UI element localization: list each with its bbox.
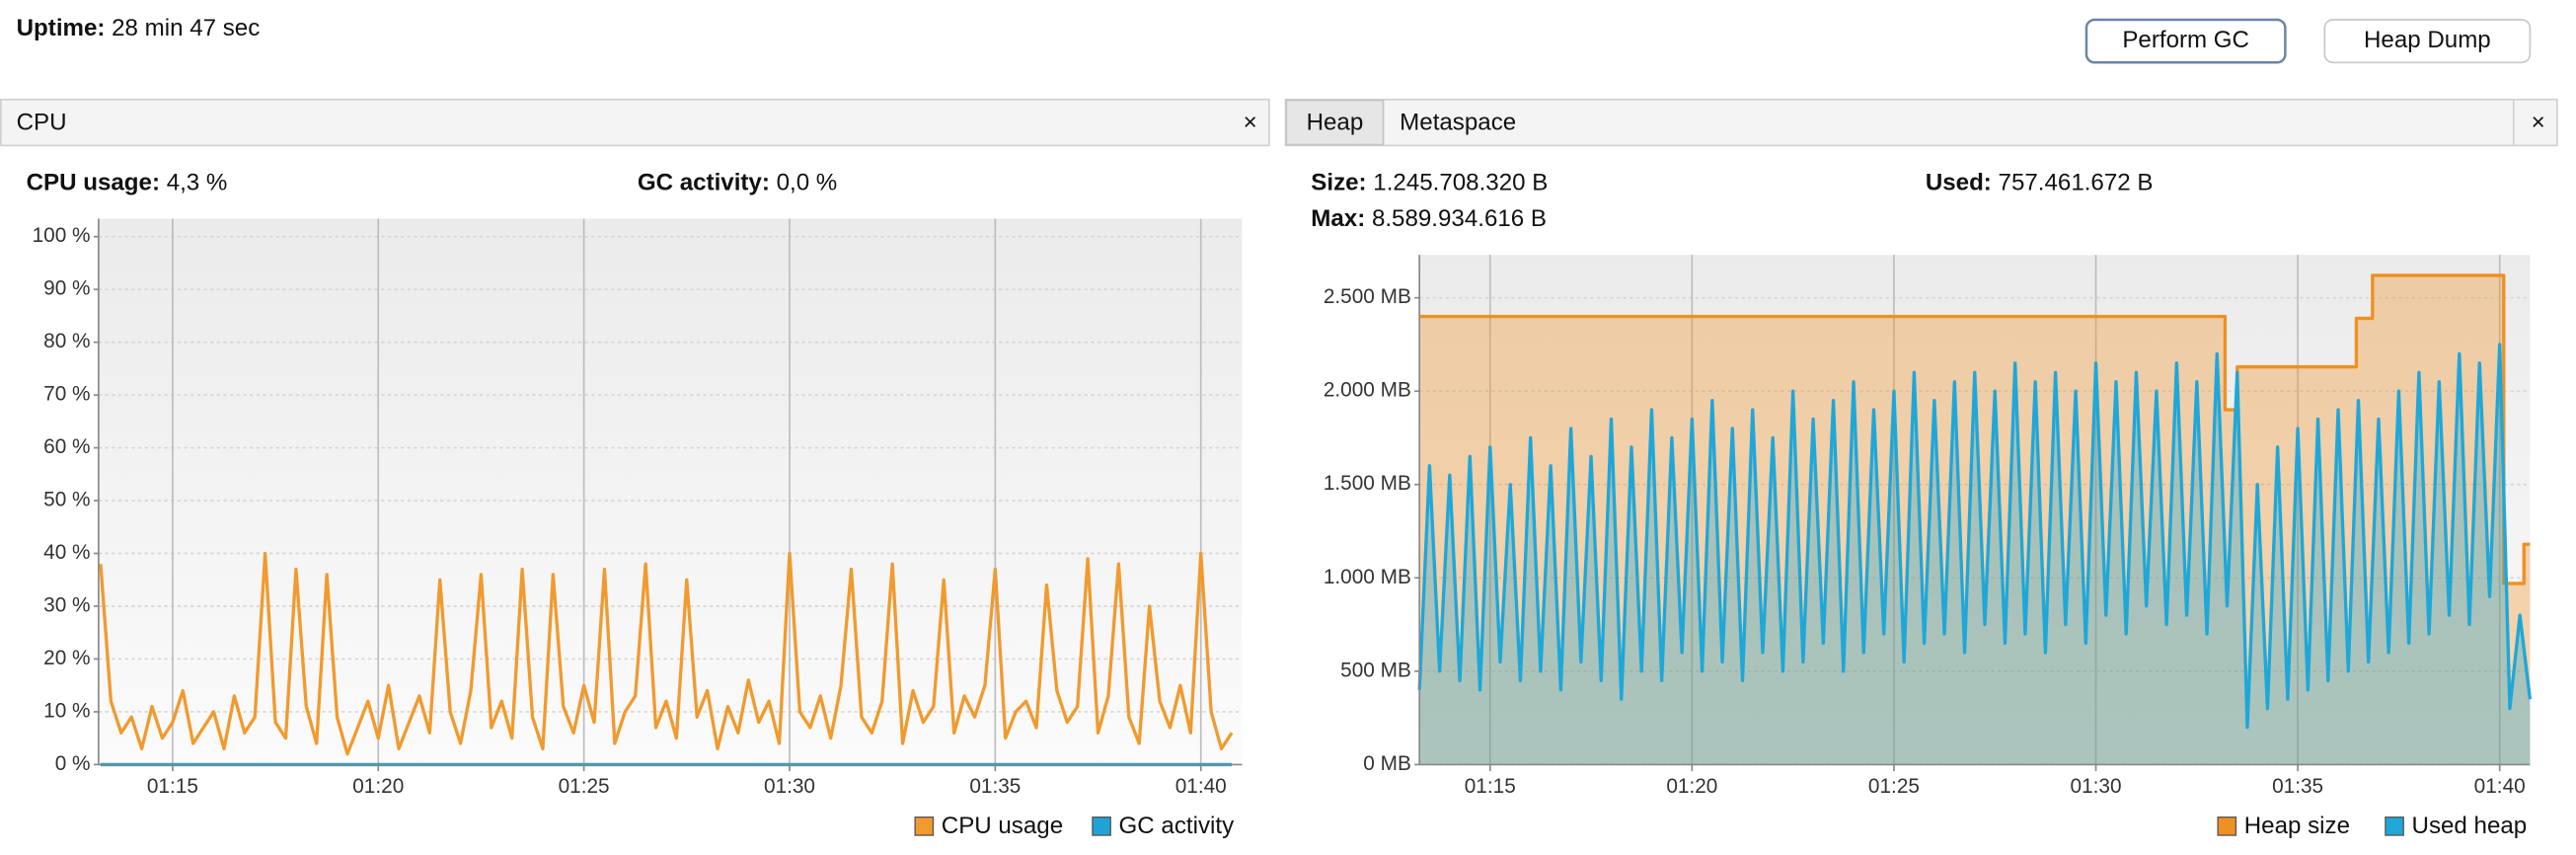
cpu-tab[interactable]: CPU [17, 109, 67, 135]
y-tick-label: 0 % [55, 752, 91, 775]
legend-label: Used heap [2412, 813, 2528, 839]
cpu-tab-bar [0, 98, 1270, 147]
used-stat: Used: 757.461.672 B [1926, 170, 2154, 196]
x-tick-label: 01:15 [1465, 775, 1516, 798]
series-line [1419, 273, 2531, 585]
series-line [1417, 343, 2533, 730]
legend-label: Heap size [2244, 813, 2350, 839]
y-tick-label: 20 % [43, 647, 90, 669]
y-tick-label: 0 MB [1363, 752, 1411, 775]
y-tick-label: 90 % [43, 277, 90, 300]
x-tick-label: 01:15 [147, 775, 198, 798]
max-stat: Max: 8.589.934.616 B [1311, 206, 1547, 233]
close-button[interactable]: × [1244, 109, 1257, 135]
y-tick-label: 1.000 MB [1324, 566, 1411, 588]
gc-activity-stat: GC activity: 0,0 % [638, 170, 837, 196]
x-tick-label: 01:20 [1666, 775, 1717, 798]
y-tick-label: 30 % [43, 593, 90, 616]
close-button[interactable]: × [2532, 109, 2545, 135]
y-tick-label: 2.000 MB [1324, 379, 1411, 402]
stat-label: Used: [1926, 170, 1992, 196]
stat-label: GC activity: [638, 170, 770, 196]
legend-swatch [914, 816, 935, 836]
uptime-label: Uptime: [17, 15, 106, 41]
y-tick-label: 1.500 MB [1324, 472, 1411, 495]
x-tick-label: 01:40 [1175, 775, 1227, 798]
plot-background [98, 218, 1243, 765]
heap-tab-selected[interactable] [1285, 99, 1385, 146]
legend-swatch [1092, 816, 1111, 836]
perform-gc-label[interactable]: Perform GC [2122, 27, 2249, 53]
x-tick-label: 01:20 [352, 775, 404, 798]
stat-value: 1.245.708.320 B [1373, 170, 1548, 196]
x-tick-label: 01:35 [2272, 775, 2323, 798]
cpu-usage-stat: CPU usage: 4,3 % [27, 170, 228, 196]
perform-gc-button[interactable] [2084, 18, 2287, 64]
y-tick-label: 50 % [43, 489, 90, 511]
legend-label: GC activity [1119, 813, 1236, 839]
heap-tab[interactable]: Heap [1307, 109, 1364, 135]
legend-swatch [2385, 816, 2404, 836]
y-tick-label: 40 % [43, 541, 90, 564]
y-tick-label: 10 % [43, 699, 90, 722]
memory-tab-bar [1284, 98, 2558, 147]
legend-label: CPU usage [942, 813, 1063, 839]
size-stat: Size: 1.245.708.320 B [1311, 170, 1548, 196]
x-tick-label: 01:40 [2474, 775, 2526, 798]
x-tick-label: 01:25 [1868, 775, 1920, 798]
heap-dump-button[interactable] [2323, 19, 2532, 64]
stat-label: Size: [1311, 170, 1366, 196]
series-line [99, 551, 1234, 756]
stat-value: 4,3 % [167, 170, 228, 196]
x-tick-label: 01:30 [764, 775, 815, 798]
x-tick-label: 01:35 [969, 775, 1021, 798]
uptime: Uptime: 28 min 47 sec [17, 15, 261, 41]
stat-label: CPU usage: [27, 170, 160, 196]
heap-dump-label[interactable]: Heap Dump [2364, 27, 2491, 53]
plot-background [1419, 255, 2531, 765]
x-tick-label: 01:30 [2071, 775, 2122, 798]
series-area [1419, 344, 2531, 765]
y-tick-label: 80 % [43, 330, 90, 352]
stat-label: Max: [1311, 206, 1365, 233]
legend-swatch [2217, 816, 2237, 836]
uptime-value: 28 min 47 sec [112, 15, 260, 41]
y-tick-label: 2.500 MB [1324, 285, 1411, 308]
y-tick-label: 60 % [43, 435, 90, 458]
metaspace-tab[interactable]: Metaspace [1400, 109, 1516, 135]
y-tick-label: 100 % [33, 224, 91, 247]
y-tick-label: 70 % [43, 383, 90, 406]
y-tick-label: 500 MB [1340, 659, 1411, 681]
stat-value: 8.589.934.616 B [1372, 206, 1547, 233]
stat-value: 0,0 % [777, 170, 838, 196]
x-tick-label: 01:25 [559, 775, 610, 798]
stat-value: 757.461.672 B [1999, 170, 2154, 196]
